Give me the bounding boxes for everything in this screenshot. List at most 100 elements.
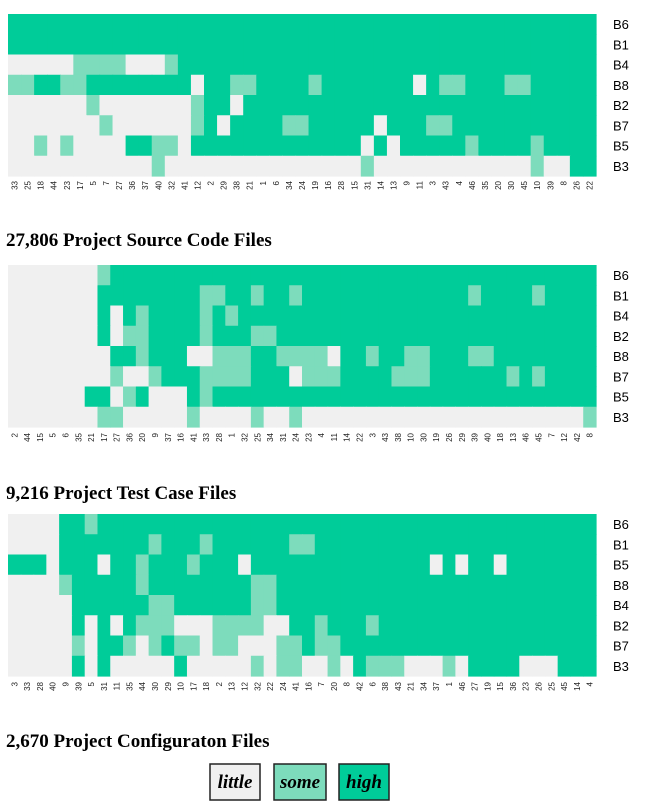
heatmap-cell bbox=[442, 325, 456, 347]
heatmap-cell bbox=[97, 265, 111, 286]
column-label: 8 bbox=[343, 681, 352, 686]
heatmap-cell bbox=[465, 135, 479, 157]
heatmap-cell bbox=[190, 115, 205, 137]
heatmap-cell bbox=[353, 366, 367, 388]
heatmap-cell bbox=[8, 514, 22, 535]
column-label: 24 bbox=[279, 681, 288, 690]
heatmap-cell bbox=[250, 534, 265, 556]
heatmap-cell bbox=[327, 305, 341, 327]
heatmap-cell bbox=[327, 595, 341, 616]
heatmap-cell bbox=[250, 305, 265, 327]
heatmap-cell bbox=[110, 285, 124, 307]
heatmap-cell bbox=[34, 34, 48, 56]
heatmap-cell bbox=[480, 325, 495, 347]
heatmap-cell bbox=[530, 14, 545, 35]
heatmap-cell bbox=[84, 534, 99, 556]
heatmap-cell bbox=[250, 574, 265, 596]
heatmap-cell bbox=[493, 346, 508, 367]
heatmap-cell bbox=[504, 14, 519, 35]
column-label: 32 bbox=[167, 180, 176, 189]
heatmap-cell bbox=[199, 305, 214, 327]
heatmap-cell bbox=[161, 595, 175, 616]
heatmap-cell bbox=[256, 135, 270, 157]
heatmap-cell bbox=[135, 554, 150, 576]
column-label: 36 bbox=[509, 681, 518, 690]
heatmap-cell bbox=[532, 285, 546, 307]
heatmap-cell bbox=[583, 615, 597, 637]
heatmap-cell bbox=[204, 135, 218, 157]
heatmap-cell bbox=[138, 54, 153, 76]
heatmap-cell bbox=[327, 574, 341, 596]
heatmap-cell bbox=[543, 135, 558, 157]
heatmap-cell bbox=[570, 574, 584, 596]
heatmap-cell bbox=[59, 305, 73, 327]
heatmap-cell bbox=[519, 635, 533, 657]
heatmap-cell bbox=[386, 115, 401, 137]
row-label: B3 bbox=[613, 659, 629, 674]
heatmap-cell bbox=[439, 95, 453, 116]
column-label: 40 bbox=[49, 681, 58, 690]
heatmap-cell bbox=[212, 574, 226, 596]
heatmap-cell bbox=[404, 595, 418, 616]
heatmap-cell bbox=[276, 635, 290, 657]
column-label: 11 bbox=[330, 432, 339, 441]
heatmap-cell bbox=[20, 615, 35, 637]
heatmap-cell bbox=[20, 514, 35, 535]
heatmap-cell bbox=[506, 595, 520, 616]
heatmap-cell bbox=[238, 305, 252, 327]
heatmap-cell bbox=[327, 265, 341, 286]
heatmap-cell bbox=[439, 115, 453, 137]
heatmap-cell bbox=[161, 554, 175, 576]
heatmap-cell bbox=[321, 34, 336, 56]
heatmap-cell bbox=[426, 155, 440, 177]
heatmap-cell bbox=[276, 386, 290, 408]
column-label: 14 bbox=[343, 432, 352, 441]
heatmap-cell bbox=[295, 34, 310, 56]
heatmap-cell bbox=[135, 366, 150, 388]
heatmap-cell bbox=[570, 615, 584, 637]
row-label: B7 bbox=[613, 118, 629, 133]
heatmap-cell bbox=[491, 115, 506, 137]
heatmap-cell bbox=[263, 406, 278, 428]
heatmap-cell bbox=[327, 655, 341, 677]
heatmap-cell bbox=[400, 115, 414, 137]
heatmap-cell bbox=[544, 554, 559, 576]
heatmap-cell bbox=[217, 74, 231, 96]
heatmap-cell bbox=[86, 34, 101, 56]
panel-title: 2,670 Project Configuraton Files bbox=[6, 731, 270, 752]
heatmap-cell bbox=[519, 655, 533, 677]
heatmap-cell bbox=[413, 34, 427, 56]
heatmap-cell bbox=[583, 534, 597, 556]
heatmap-cell bbox=[582, 34, 597, 56]
heatmap-cell bbox=[417, 325, 431, 347]
heatmap-cell bbox=[269, 155, 283, 177]
heatmap-cell bbox=[33, 305, 47, 327]
heatmap-cell bbox=[97, 366, 111, 388]
column-label: 9 bbox=[151, 432, 160, 437]
heatmap-cell bbox=[504, 34, 519, 56]
heatmap-cell bbox=[314, 305, 329, 327]
heatmap-cell bbox=[174, 554, 188, 576]
heatmap-cell bbox=[478, 135, 493, 157]
heatmap-cell bbox=[238, 635, 252, 657]
heatmap-cell bbox=[135, 574, 150, 596]
heatmap-cell bbox=[442, 595, 456, 616]
heatmap-cell bbox=[112, 135, 127, 157]
heatmap-cell bbox=[439, 155, 453, 177]
heatmap-cell bbox=[289, 554, 303, 576]
heatmap-cell bbox=[570, 305, 584, 327]
heatmap-cell bbox=[225, 305, 239, 327]
heatmap-cell bbox=[177, 34, 192, 56]
column-label: 45 bbox=[520, 180, 529, 189]
column-label: 37 bbox=[141, 180, 150, 189]
heatmap-cell bbox=[314, 406, 329, 428]
heatmap-cell bbox=[570, 655, 584, 677]
heatmap-cell bbox=[199, 554, 214, 576]
heatmap-cell bbox=[557, 574, 572, 596]
heatmap-cell bbox=[110, 655, 124, 677]
heatmap-cell bbox=[151, 115, 166, 137]
heatmap-cell bbox=[46, 285, 60, 307]
heatmap-cell bbox=[71, 554, 86, 576]
heatmap-cell bbox=[269, 54, 283, 76]
heatmap-cell bbox=[161, 386, 175, 408]
